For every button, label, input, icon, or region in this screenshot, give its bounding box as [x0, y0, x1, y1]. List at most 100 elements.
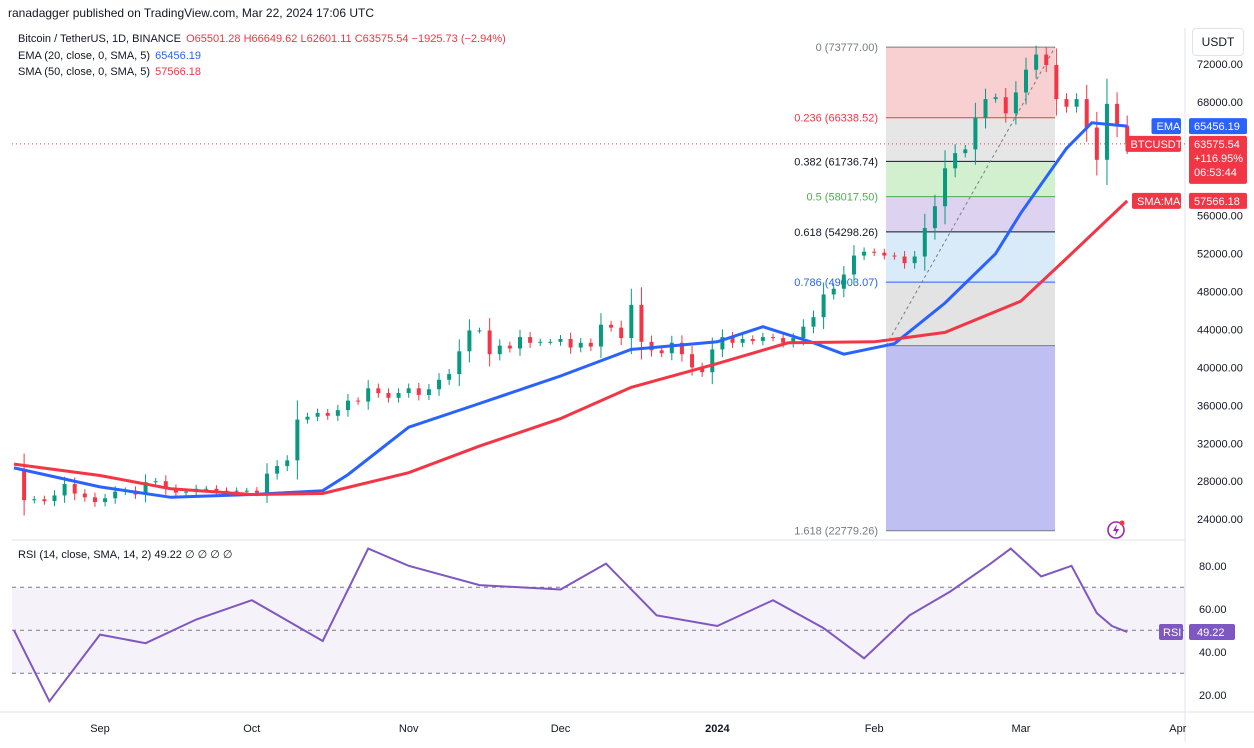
- sma-label[interactable]: SMA (50, close, 0, SMA, 5): [18, 66, 151, 78]
- time-tick-label: 2024: [705, 723, 730, 735]
- sma-price-tag-label: SMA:MA: [1137, 196, 1181, 208]
- candle-body: [335, 410, 340, 416]
- sma-price-tag-value: 57566.18: [1194, 196, 1240, 208]
- candle-body: [588, 342, 593, 347]
- candle-body: [224, 490, 229, 492]
- candle-body: [437, 379, 442, 390]
- candle-body: [1074, 99, 1079, 107]
- candle-body: [92, 497, 97, 503]
- candle-body: [497, 345, 502, 355]
- ema-price-tag-label-box: [1151, 118, 1181, 135]
- sma-price-tag-label-box: [1132, 192, 1181, 209]
- candle-body: [42, 499, 47, 502]
- candle-body: [416, 388, 421, 395]
- candle-body: [103, 498, 108, 503]
- rsi-label[interactable]: RSI (14, close, SMA, 14, 2): [18, 549, 152, 561]
- candle-body: [396, 393, 401, 398]
- rsi-line: [13, 547, 1128, 704]
- btc-price-tag-label-box: [1125, 135, 1181, 152]
- ema-legend: EMA (20, close, 0, SMA, 5) 65456.19: [18, 50, 203, 62]
- candle-body: [518, 337, 522, 349]
- candle-body: [720, 337, 725, 350]
- candle-body: [457, 351, 462, 375]
- price-tick-label: 36000.00: [1197, 400, 1243, 412]
- fib-zone: [886, 47, 1055, 118]
- candle-body: [1104, 103, 1109, 160]
- candle-body: [912, 256, 917, 264]
- candle-body: [214, 488, 219, 491]
- rsi-tag-label: RSI: [1163, 627, 1181, 639]
- time-tick-label: Dec: [551, 723, 571, 735]
- rsi-tick-label: 80.00: [1199, 561, 1227, 573]
- price-tick-label: 44000.00: [1197, 325, 1243, 337]
- candle-body: [639, 304, 644, 342]
- price-tick-label: 28000.00: [1197, 476, 1243, 488]
- price-tick-label: 48000.00: [1197, 287, 1243, 299]
- ema-price-tag: EMA 65456.19: [1151, 118, 1247, 135]
- candle-body: [700, 367, 705, 373]
- currency-selector[interactable]: USDT: [1192, 28, 1244, 56]
- candle-body: [528, 337, 533, 343]
- candle-body: [1125, 125, 1130, 144]
- candle-body: [32, 499, 37, 501]
- candle-body: [760, 337, 765, 341]
- candle-body: [892, 255, 897, 257]
- price-tick-label: 72000.00: [1197, 59, 1243, 71]
- ema-label[interactable]: EMA (20, close, 0, SMA, 5): [18, 50, 151, 62]
- candle-body: [305, 416, 310, 420]
- fib-zone: [886, 117, 1055, 162]
- fib-level-label: 0 (73777.00): [816, 42, 878, 54]
- candle-body: [275, 466, 280, 474]
- candle-body: [204, 488, 209, 490]
- candle-body: [771, 337, 775, 339]
- candle-body: [993, 97, 998, 100]
- candle-body: [487, 330, 492, 355]
- candle-body: [1024, 69, 1028, 93]
- sma-price-tag: SMA:MA 57566.18: [1132, 192, 1247, 209]
- candle-body: [872, 251, 877, 253]
- btc-price-tag: BTCUSDT 63575.54 +116.95% 06:53:44: [1125, 135, 1247, 184]
- candle-body: [1115, 103, 1120, 126]
- publisher-line: ranadagger published on TradingView.com,…: [8, 6, 375, 20]
- candle-body: [679, 342, 684, 355]
- tradingview-flash-icon[interactable]: [1106, 518, 1128, 540]
- price-tick-label: 68000.00: [1197, 97, 1243, 109]
- candle-body: [295, 419, 300, 461]
- rsi-tick-label: 40.00: [1199, 647, 1227, 659]
- rsi-tick-label: 20.00: [1199, 690, 1227, 702]
- candle-body: [538, 341, 543, 343]
- candle-body: [386, 393, 391, 398]
- candle-body: [265, 473, 269, 493]
- candle-body: [173, 488, 178, 493]
- candle-body: [62, 484, 67, 496]
- btc-price-tag-value: 63575.54: [1194, 139, 1240, 151]
- candle-body: [1064, 99, 1069, 107]
- candle-body: [831, 288, 836, 295]
- rsi-legend-tail: ∅ ∅ ∅ ∅: [184, 549, 233, 561]
- candle-body: [953, 153, 958, 169]
- candle-body: [750, 338, 755, 341]
- fib-level-label: 0.618 (54298.26): [794, 227, 878, 239]
- candle-body: [932, 206, 937, 229]
- candle-body: [72, 484, 77, 494]
- candle-body: [568, 338, 573, 348]
- candle-body: [1013, 92, 1018, 114]
- sma-legend-value: 57566.18: [155, 66, 202, 78]
- ema-price-tag-label: EMA: [1157, 121, 1182, 133]
- candle-body: [52, 495, 57, 502]
- candle-body: [558, 338, 563, 342]
- candle-body: [254, 490, 259, 493]
- fib-level-label: 0.786 (49003.07): [794, 277, 878, 289]
- candle-body: [669, 342, 674, 354]
- time-tick-label: Apr: [1169, 723, 1186, 735]
- candle-body: [426, 389, 431, 395]
- candle-body: [467, 330, 472, 352]
- candle-body: [548, 341, 553, 343]
- candle-body: [821, 294, 826, 318]
- price-tick-label: 56000.00: [1197, 211, 1243, 223]
- candle-body: [345, 400, 350, 411]
- rsi-tag-label-box: [1159, 623, 1183, 640]
- ema-price-tag-value: 65456.19: [1194, 121, 1240, 133]
- symbol-name[interactable]: Bitcoin / TetherUS, 1D, BINANCE: [18, 33, 182, 45]
